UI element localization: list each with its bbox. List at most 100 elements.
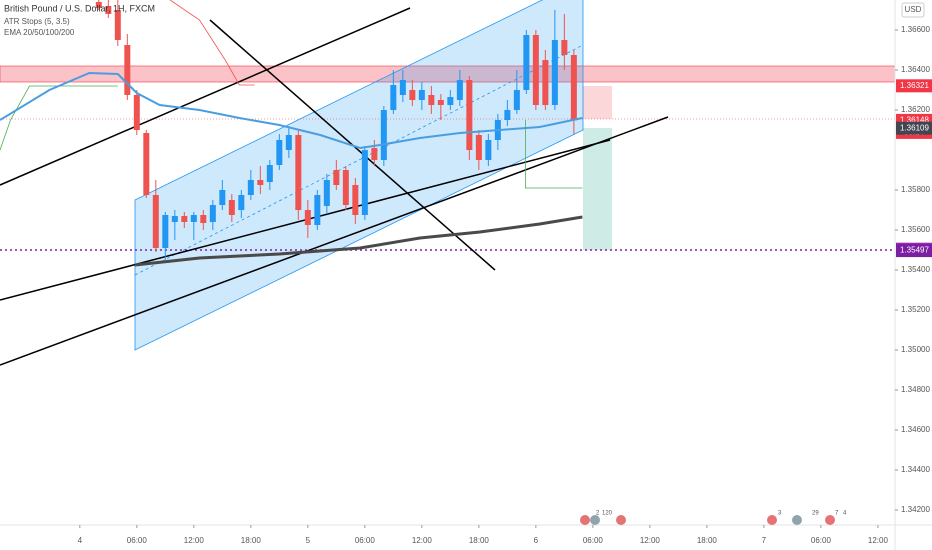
candle-body bbox=[257, 180, 264, 185]
ema-slow-line bbox=[134, 215, 583, 267]
x-tick-label: 7 bbox=[762, 536, 767, 545]
candle-body bbox=[266, 165, 273, 182]
trendline bbox=[0, 116, 669, 366]
x-tick-label: 18:00 bbox=[469, 536, 490, 545]
candle-body bbox=[304, 210, 311, 225]
event-label: 2 bbox=[596, 511, 600, 517]
candle-body bbox=[152, 195, 159, 248]
candle-body bbox=[447, 97, 454, 105]
candle-body bbox=[456, 80, 463, 100]
candle-body bbox=[428, 95, 435, 105]
x-tick-label: 4 bbox=[78, 536, 83, 545]
event-icon[interactable] bbox=[792, 515, 802, 525]
candle-body bbox=[162, 215, 169, 248]
price-badge bbox=[896, 121, 932, 135]
candle-body bbox=[314, 195, 321, 225]
event-icon[interactable] bbox=[767, 515, 777, 525]
event-icon[interactable] bbox=[616, 515, 626, 525]
candle-body bbox=[333, 170, 340, 185]
drawings bbox=[0, 0, 895, 366]
candle-body bbox=[95, 1, 102, 8]
x-tick-label: 5 bbox=[306, 536, 311, 545]
target-zone bbox=[583, 128, 612, 250]
x-tick-label: 12:00 bbox=[412, 536, 433, 545]
candle-body bbox=[380, 110, 387, 160]
trendline bbox=[0, 7, 411, 186]
candle-body bbox=[209, 205, 216, 222]
candle-body bbox=[418, 90, 425, 100]
price-badge bbox=[896, 244, 932, 258]
x-tick-label: 6 bbox=[534, 536, 539, 545]
candle-body bbox=[219, 190, 226, 205]
legend-entry: EMA 20/50/100/200 bbox=[4, 28, 75, 37]
x-tick-label: 12:00 bbox=[184, 536, 205, 545]
events: 2 120 3 29 7 4 bbox=[580, 511, 847, 525]
candle-body bbox=[352, 185, 359, 215]
candle-body bbox=[143, 133, 150, 195]
y-tick-label: 1.34400 bbox=[901, 465, 930, 474]
price-badge bbox=[896, 79, 932, 93]
candle-body bbox=[190, 215, 197, 222]
legend-entry: ATR Stops (5, 3.5) bbox=[4, 17, 70, 26]
event-label: 29 bbox=[812, 511, 819, 517]
candle-body bbox=[475, 135, 482, 160]
candle-body bbox=[361, 150, 368, 215]
candle-body bbox=[409, 90, 416, 100]
atr-down-line bbox=[169, 0, 255, 86]
event-label: 3 bbox=[778, 511, 782, 517]
event-label: 7 bbox=[835, 511, 839, 517]
candle-body bbox=[570, 55, 577, 121]
y-tick-label: 1.34200 bbox=[901, 505, 930, 514]
candle-body bbox=[238, 195, 245, 210]
series bbox=[0, 0, 583, 267]
stop-zone bbox=[583, 86, 612, 119]
event-label: 120 bbox=[602, 511, 613, 517]
event-icon[interactable] bbox=[825, 515, 835, 525]
candle-body bbox=[105, 6, 112, 14]
y-tick-label: 1.35400 bbox=[901, 265, 930, 274]
candle-body bbox=[485, 140, 492, 160]
price-badge-label: 1.36321 bbox=[900, 81, 929, 90]
y-tick-label: 1.35600 bbox=[901, 225, 930, 234]
candle-body bbox=[285, 135, 292, 150]
candle-body bbox=[466, 80, 473, 150]
candle-body bbox=[523, 35, 530, 90]
price-badge-label: 1.35497 bbox=[900, 246, 929, 255]
event-icon[interactable] bbox=[580, 515, 590, 525]
x-tick-label: 18:00 bbox=[241, 536, 262, 545]
candle-body bbox=[114, 10, 121, 40]
y-tick-label: 1.34600 bbox=[901, 425, 930, 434]
event-icon[interactable] bbox=[590, 515, 600, 525]
resistance-zone bbox=[0, 65, 895, 83]
candle-body bbox=[504, 110, 511, 120]
y-tick-label: 1.36600 bbox=[901, 25, 930, 34]
candle-body bbox=[342, 170, 349, 205]
candle-body bbox=[323, 180, 330, 206]
currency-box[interactable] bbox=[901, 2, 925, 18]
channel bbox=[134, 0, 584, 351]
candle-body bbox=[561, 40, 568, 55]
y-tick-label: 1.36200 bbox=[901, 105, 930, 114]
candle-body bbox=[437, 100, 444, 105]
ema-fast-line bbox=[0, 71, 583, 150]
x-tick-label: 12:00 bbox=[640, 536, 661, 545]
x-tick-label: 06:00 bbox=[811, 536, 832, 545]
candle-body bbox=[124, 45, 131, 95]
atr-up-line bbox=[0, 85, 583, 189]
y-tick-label: 1.35000 bbox=[901, 345, 930, 354]
candle-body bbox=[371, 148, 378, 160]
x-tick-label: 06:00 bbox=[355, 536, 376, 545]
chart-title: British Pound / U.S. Dollar, 1H, FXCM bbox=[4, 3, 155, 13]
candle-body bbox=[181, 216, 188, 222]
candle-body bbox=[276, 140, 283, 165]
candle-body bbox=[295, 135, 302, 210]
candle-body bbox=[399, 80, 406, 95]
y-tick-label: 1.35800 bbox=[901, 185, 930, 194]
price-badge-label: 1.36109 bbox=[900, 123, 929, 132]
candle-body bbox=[532, 35, 539, 105]
currency[interactable]: USD bbox=[905, 5, 922, 14]
price-badge-label: 1.36148 bbox=[900, 116, 929, 125]
candle-body bbox=[171, 216, 178, 222]
x-tick-label: 06:00 bbox=[583, 536, 604, 545]
